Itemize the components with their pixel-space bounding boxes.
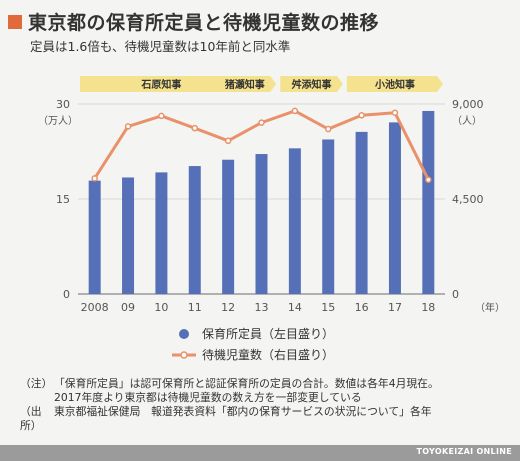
line-point	[124, 123, 132, 130]
footer-bar: TOYOKEIZAI ONLINE	[0, 445, 520, 461]
era-label: 舛添知事	[292, 78, 332, 91]
bar	[255, 154, 268, 294]
legend-bar-marker	[179, 329, 189, 339]
y-right-unit: （人）	[452, 115, 482, 127]
x-tick-label: 14	[288, 301, 302, 314]
notes: （注） 「保育所定員」は認可保育所と認証保育所の定員の合計。数値は各年4月現在。…	[20, 377, 515, 433]
bar	[388, 122, 401, 294]
y-right-tick-label: 0	[452, 288, 459, 301]
era-banner	[213, 76, 277, 92]
bar	[188, 166, 201, 294]
line-point	[224, 137, 232, 145]
line-point	[358, 112, 365, 119]
x-tick-label: 13	[255, 301, 269, 314]
x-tick-label: 16	[355, 301, 369, 314]
x-tick-label: 17	[388, 301, 402, 314]
era-banner	[80, 76, 243, 92]
x-tick-label: 18	[421, 301, 435, 314]
line-point	[158, 112, 165, 120]
era-label: 小池知事	[374, 78, 415, 91]
x-tick-label: 09	[121, 301, 135, 314]
y-left-tick-label: 30	[56, 98, 70, 111]
x-tick-label: 2008	[81, 301, 109, 314]
source-row: （出所） 東京都福祉保健局 報道発表資料「都内の保育サービスの状況について」各年	[20, 405, 515, 433]
line-point	[191, 124, 199, 132]
source-label: （出所）	[20, 405, 42, 432]
x-tick-label: 11	[188, 301, 202, 314]
line-point	[258, 119, 265, 126]
source-line: 東京都福祉保健局 報道発表資料「都内の保育サービスの状況について」各年	[54, 405, 432, 418]
line-point	[291, 107, 299, 115]
legend-line-label: 待機児童数（右目盛り）	[202, 347, 334, 362]
era-banner	[280, 76, 343, 92]
title-bar: 東京都の保育所定員と待機児童数の推移	[8, 8, 379, 35]
credit: TOYOKEIZAI ONLINE	[416, 447, 512, 456]
era-label: 石原知事	[140, 78, 181, 91]
chart: 石原知事 猪瀬知事 舛添知事 小池知事 0 15 30 （万人） 0 4,500 9,000 （人） 2…	[38, 76, 505, 362]
x-tick-label: 10	[154, 301, 168, 314]
bar	[288, 148, 301, 294]
y-left-unit: （万人）	[38, 115, 78, 127]
line-point	[425, 176, 432, 183]
x-tick-label: 12	[221, 301, 235, 314]
note-body: 「保育所定員」は認可保育所と認証保育所の定員の合計。数値は各年4月現在。 201…	[54, 377, 515, 405]
era-label: 猪瀬知事	[224, 78, 265, 91]
line-point	[91, 175, 98, 182]
bar	[122, 177, 135, 294]
note-line: 2017年度より東京都は待機児童数の数え方を一部変更している	[54, 391, 362, 404]
title-marker	[8, 14, 22, 29]
note-line: 「保育所定員」は認可保育所と認証保育所の定員の合計。数値は各年4月現在。	[54, 377, 439, 390]
era-banner	[346, 76, 443, 92]
x-unit: （年）	[475, 301, 505, 314]
y-right-tick-label: 9,000	[452, 98, 484, 111]
chart-subtitle: 定員は1.6倍も、待機児童数は10年前と同水準	[30, 39, 291, 54]
bar	[322, 139, 335, 294]
line-point	[391, 109, 399, 116]
note-label: （注）	[20, 377, 53, 390]
legend-line-point	[180, 351, 188, 359]
x-tick-label: 15	[321, 301, 335, 314]
source-body: 東京都福祉保健局 報道発表資料「都内の保育サービスの状況について」各年	[54, 405, 515, 433]
chart-title: 東京都の保育所定員と待機児童数の推移	[28, 12, 380, 34]
bar	[422, 110, 435, 294]
bar	[88, 180, 101, 294]
note-row: （注） 「保育所定員」は認可保育所と認証保育所の定員の合計。数値は各年4月現在。…	[20, 377, 515, 405]
y-left-tick-label: 15	[56, 193, 70, 206]
bar	[155, 172, 168, 294]
legend-bar-label: 保育所定員（左目盛り）	[202, 326, 334, 341]
line-point	[324, 125, 332, 133]
y-left-tick-label: 0	[63, 288, 70, 301]
y-right-tick-label: 4,500	[452, 193, 484, 206]
bar	[222, 159, 235, 294]
bar	[355, 131, 368, 294]
